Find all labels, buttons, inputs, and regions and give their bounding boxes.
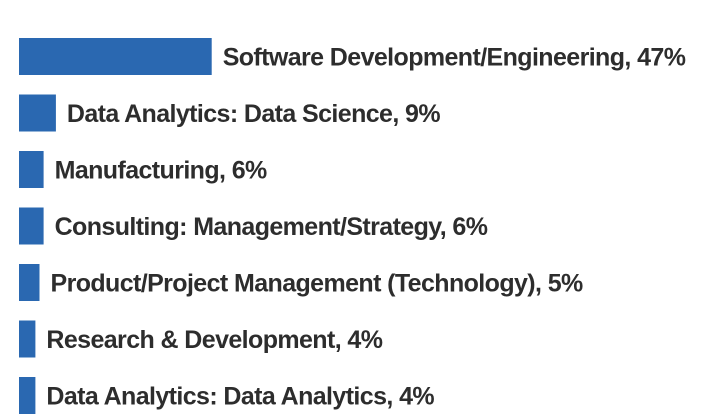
bar-2 xyxy=(19,94,56,132)
bar-7 xyxy=(19,377,36,414)
bars-group xyxy=(19,38,212,414)
bar-4 xyxy=(19,207,44,245)
bar-label-6: Research & Development, 4% xyxy=(46,326,382,354)
bar-label-1: Software Development/Engineering, 47% xyxy=(223,44,686,72)
labels-group: Software Development/Engineering, 47% Dat… xyxy=(46,44,686,411)
bar-3 xyxy=(19,151,44,188)
bar-label-2: Data Analytics: Data Science, 9% xyxy=(67,100,440,128)
bar-6 xyxy=(19,320,36,358)
bar-label-4: Consulting: Management/Strategy, 6% xyxy=(55,213,488,241)
bar-1 xyxy=(19,38,212,75)
bar-5 xyxy=(19,264,40,301)
bar-label-7: Data Analytics: Data Analytics, 4% xyxy=(46,383,434,411)
bar-label-5: Product/Project Management (Technology),… xyxy=(51,270,584,298)
bar-label-3: Manufacturing, 6% xyxy=(55,157,267,185)
